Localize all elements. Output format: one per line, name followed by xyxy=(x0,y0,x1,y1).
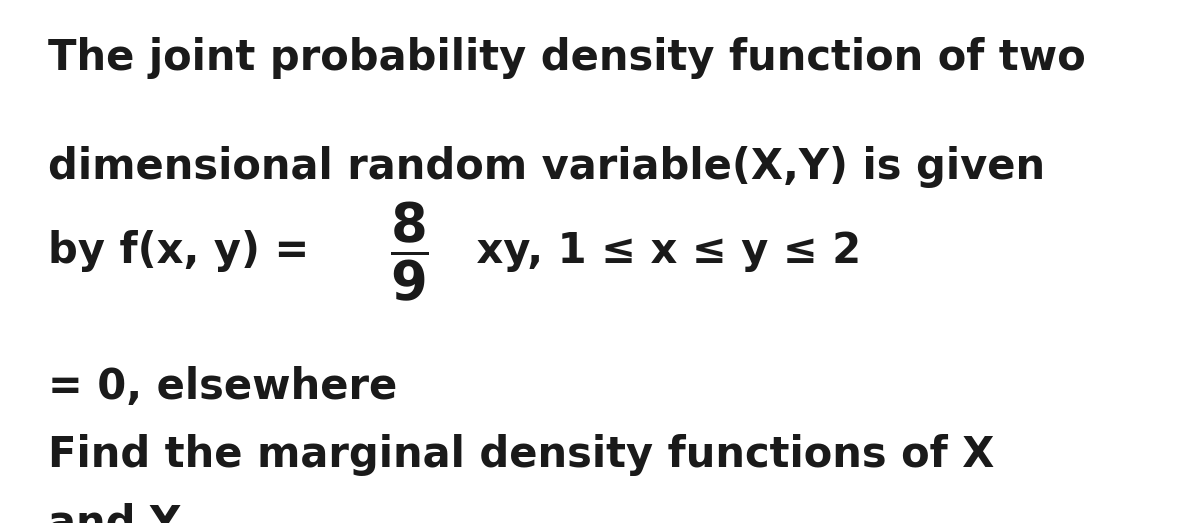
Text: xy, 1 ≤ x ≤ y ≤ 2: xy, 1 ≤ x ≤ y ≤ 2 xyxy=(462,230,862,272)
Text: dimensional random variable(X,Y) is given: dimensional random variable(X,Y) is give… xyxy=(48,146,1045,188)
Text: The joint probability density function of two: The joint probability density function o… xyxy=(48,37,1086,78)
Text: by f(x, y) =: by f(x, y) = xyxy=(48,230,324,272)
Text: and Y.: and Y. xyxy=(48,502,190,523)
Text: $\mathbf{\dfrac{8}{9}}$: $\mathbf{\dfrac{8}{9}}$ xyxy=(390,199,428,303)
Text: Find the marginal density functions of X: Find the marginal density functions of X xyxy=(48,434,995,476)
Text: = 0, elsewhere: = 0, elsewhere xyxy=(48,366,397,408)
